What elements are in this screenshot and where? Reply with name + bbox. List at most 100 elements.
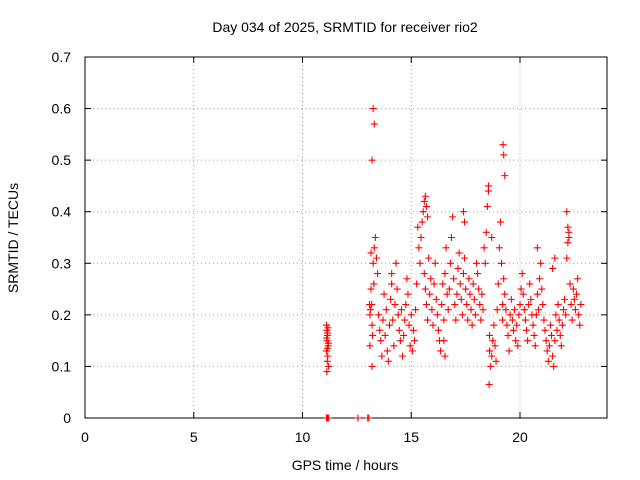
data-point [325,414,333,422]
data-point [491,342,499,350]
data-point [533,244,541,252]
data-point [575,311,583,319]
data-point [465,275,473,283]
data-point [539,301,547,309]
data-point [500,275,508,283]
data-point [493,306,501,314]
y-tick-label: 0.5 [52,152,72,168]
data-point [567,301,575,309]
data-point [516,301,524,309]
data-point [468,321,476,329]
data-point [386,321,393,329]
data-point [395,326,403,334]
data-point [504,331,512,339]
data-point [509,326,517,334]
data-point [500,151,508,159]
data-point [366,342,374,350]
data-point [420,197,428,205]
data-point [508,316,516,324]
data-point [549,264,557,272]
data-point [454,264,462,272]
data-point [378,352,386,360]
data-point [564,223,572,231]
data-point [325,362,333,370]
data-point [366,306,374,314]
data-point [408,347,416,355]
data-point [562,311,570,319]
data-point [407,311,415,319]
data-point [466,290,474,298]
data-point [490,321,498,329]
data-point [558,321,566,329]
data-point [382,306,390,314]
data-point [523,326,531,334]
data-point [459,270,467,278]
data-point [440,316,448,324]
data-point [414,223,422,231]
data-point [370,120,378,128]
data-point [551,337,559,345]
data-point [489,337,497,345]
data-point [551,254,559,262]
data-point [365,301,373,309]
y-tick-label: 0.3 [52,255,72,271]
data-point [434,326,442,334]
data-point [427,275,435,283]
data-point [396,337,404,345]
data-point [403,275,411,283]
data-point [553,326,561,334]
data-point [369,331,377,339]
data-point [384,357,392,365]
data-point [485,380,493,388]
data-point [428,306,436,314]
data-point [524,337,532,345]
data-point [417,234,425,241]
x-tick-label: 5 [190,429,198,445]
data-point [409,326,417,334]
data-point [379,316,387,324]
data-point [505,347,513,355]
data-point [471,311,479,319]
data-point [476,301,484,309]
data-point [426,290,434,298]
x-tick-label: 15 [403,429,419,445]
data-point [492,357,500,365]
data-point [432,295,440,303]
data-point [521,316,529,324]
data-point [538,285,546,293]
data-point [573,290,581,298]
data-point [526,280,534,288]
data-point [392,259,400,267]
data-point [499,141,507,149]
data-point [470,295,478,303]
data-point [574,275,582,283]
data-point [372,254,380,262]
data-point [495,244,503,252]
data-point [481,259,489,267]
data-point [543,347,551,355]
data-point [556,331,564,339]
data-point [480,244,488,252]
x-tick-label: 10 [295,429,311,445]
data-point [501,172,509,180]
data-points [322,105,585,422]
data-point [570,295,578,303]
data-point [499,316,507,324]
data-point [422,203,430,211]
data-point [368,362,376,370]
data-point [323,334,331,342]
data-point [513,321,521,329]
plot-frame [84,56,608,419]
data-point [422,301,430,309]
data-point [530,331,538,339]
data-point [520,306,528,314]
data-point [529,321,537,329]
data-point [418,218,426,226]
data-point [549,352,557,360]
data-point [421,285,429,293]
data-point [536,275,544,283]
data-point [371,234,379,241]
data-point [564,239,572,247]
data-point [367,285,375,293]
data-point [483,203,491,211]
